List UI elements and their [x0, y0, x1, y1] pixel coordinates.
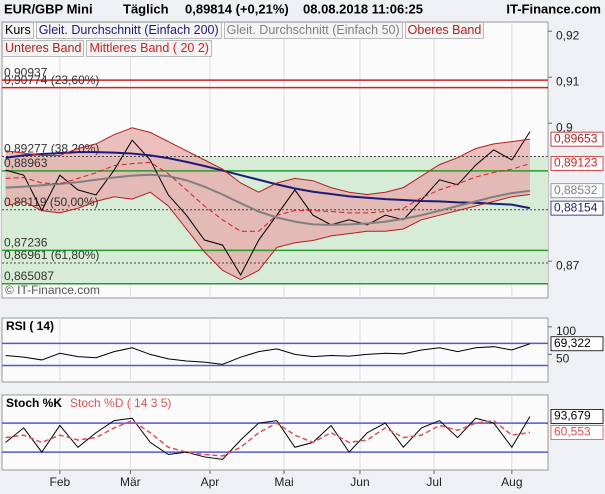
band-fill	[5, 127, 530, 280]
y-tick-label: 100	[556, 324, 576, 338]
legend-entry: RSI ( 14)	[6, 319, 54, 333]
value-label: 60,553	[554, 425, 591, 439]
series-line	[5, 419, 531, 457]
y-tick-label: 0,87	[556, 258, 580, 272]
x-tick-label: Apr	[201, 475, 220, 489]
value-label-box	[550, 409, 604, 424]
series-line	[5, 416, 531, 460]
panel	[1, 317, 549, 383]
level-label: 0,87236	[4, 236, 48, 250]
value-label-box	[550, 131, 604, 147]
value-label: 93,679	[554, 409, 591, 423]
series-line	[5, 173, 531, 226]
value-label: 0,88154	[554, 200, 598, 214]
series-line	[5, 191, 530, 281]
value-label-box	[550, 183, 604, 199]
value-label-box	[550, 336, 604, 352]
legend-entry: Oberes Band	[404, 22, 485, 39]
value-label: 0,89123	[554, 156, 598, 170]
series-line	[5, 161, 531, 232]
y-tick-label: 50	[556, 352, 570, 366]
legend-entry: Gleit. Durchschnitt (Einfach 200)	[35, 22, 222, 39]
x-tick-label: Aug	[501, 475, 522, 489]
source: IT-Finance.com	[506, 1, 601, 16]
x-tick-label: Jul	[426, 475, 441, 489]
legend-entry: Stoch %K	[6, 396, 62, 410]
level-label: 0,90774 (23,60%)	[4, 73, 99, 87]
legend: Kurs Gleit. Durchschnitt (Einfach 200) Gle…	[2, 22, 522, 57]
value-label-box	[550, 156, 604, 171]
level-label: 0,88963	[4, 156, 48, 170]
panel	[1, 394, 549, 471]
legend-entry: Stoch %D ( 14 3 5)	[70, 396, 171, 410]
quote: 0,89814 (+0,21%)	[185, 1, 289, 16]
legend-entry: Unteres Band	[2, 40, 85, 57]
symbol: EUR/GBP Mini	[4, 1, 93, 16]
x-tick-label: Feb	[50, 475, 71, 489]
series-line	[5, 151, 531, 210]
timestamp: 08.08.2018 11:06:25	[303, 1, 423, 16]
level-label: 0,90937	[4, 65, 48, 79]
value-label-box	[550, 425, 604, 440]
level-label: 0,86961 (61,80%)	[4, 248, 99, 262]
y-tick-label: 0,9	[556, 120, 573, 134]
value-label-box	[550, 200, 604, 216]
legend-entry: Kurs	[2, 22, 34, 39]
value-label: 0,88532	[554, 183, 598, 197]
series-line	[5, 131, 531, 277]
x-tick-label: Mär	[120, 475, 141, 489]
x-tick-label: Mai	[274, 475, 293, 489]
legend-entry: Mittleres Band ( 20 2)	[86, 40, 212, 57]
x-tick-label: Jun	[350, 475, 369, 489]
level-label: 0,88119 (50,00%)	[4, 195, 99, 209]
period: Täglich	[123, 1, 169, 16]
series-line	[5, 343, 531, 365]
watermark: © IT-Finance.com	[5, 283, 100, 297]
series-line	[5, 127, 530, 196]
value-label: 69,322	[554, 336, 591, 350]
legend-entry: Gleit. Durchschnitt (Einfach 50)	[223, 22, 403, 39]
value-label: 0,89653	[554, 131, 598, 145]
y-tick-label: 0,92	[556, 28, 580, 42]
y-tick-label: 0,91	[556, 74, 580, 88]
level-label: 0,865087	[4, 269, 54, 283]
